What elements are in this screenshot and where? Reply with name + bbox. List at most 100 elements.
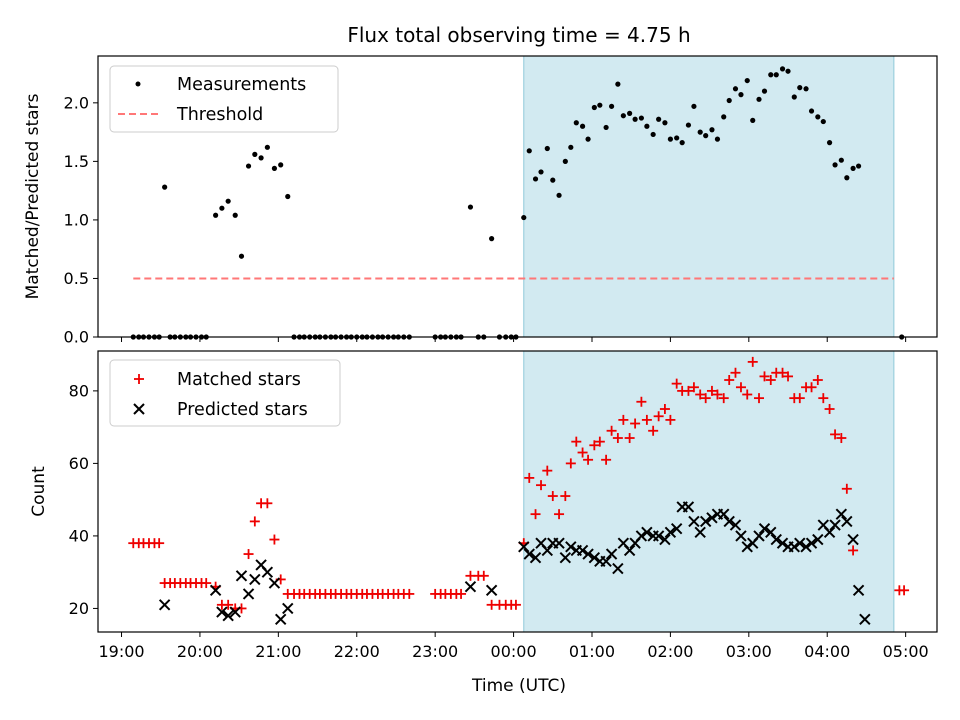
matched-point (812, 375, 823, 386)
predicted-point (261, 566, 274, 578)
y-tick-label: 1.5 (64, 152, 89, 171)
measurement-point (744, 77, 750, 84)
measurement-point (556, 192, 562, 198)
y-tick-label: 0.0 (64, 328, 89, 347)
x-ticks: 19:00 20:00 21:00 22:00 23:00 00:00 01:00 02:00… (98, 632, 929, 661)
predicted-point (582, 548, 594, 560)
measurement-point (544, 145, 550, 152)
matched-point (765, 375, 776, 386)
legend-plus-glyph (134, 374, 144, 384)
predicted-point (718, 508, 730, 520)
matched-point (899, 585, 910, 596)
matched-point (262, 498, 273, 509)
y-tick-label: 60 (69, 454, 89, 473)
axes-frame (97, 350, 938, 633)
legend-box (109, 65, 339, 133)
predicted-point (852, 584, 865, 597)
matched-point (565, 458, 576, 469)
measurement-point (685, 122, 692, 128)
measurement-point (632, 116, 638, 122)
predicted-point (659, 533, 671, 546)
legend-box (109, 359, 341, 427)
measurement-point (597, 102, 603, 108)
predicted-point (249, 573, 261, 586)
matched-point (547, 491, 558, 502)
predicted-point (559, 551, 572, 564)
measurement-point (662, 120, 668, 126)
matched-point (589, 440, 600, 451)
measurement-point (285, 193, 291, 200)
x-tick-label: 03:00 (726, 642, 772, 661)
matched-point (618, 414, 629, 425)
measurement-point (703, 133, 709, 139)
measurement-point (532, 176, 539, 182)
matched-point (624, 433, 635, 444)
matched-point (688, 382, 699, 393)
y-tick-label: 0.5 (64, 269, 89, 288)
matched-point (636, 396, 647, 407)
matched-point (223, 599, 234, 610)
legend-label-threshold: Threshold (176, 105, 263, 125)
x-tick-label: 01:00 (569, 642, 615, 661)
measurement-point (826, 140, 833, 146)
matched-point (818, 393, 829, 404)
measurement-point (644, 123, 650, 129)
measurement-point (750, 117, 756, 123)
predicted-point (706, 512, 718, 524)
predicted-point (222, 609, 234, 622)
matched-point (648, 425, 659, 436)
highlight-span (523, 55, 895, 338)
measurement-point (832, 162, 838, 168)
predicted-point (529, 551, 542, 564)
measurement-point (608, 103, 615, 109)
measurement-point (264, 144, 270, 150)
predicted-point (699, 515, 712, 528)
legend-label-predicted: Predicted stars (177, 400, 308, 420)
measurement-point (709, 127, 715, 133)
predicted-point (485, 584, 498, 597)
matched-point (249, 516, 260, 527)
legend-predicted-marker (133, 403, 145, 415)
x-ticks (121, 337, 907, 342)
matched-point (824, 404, 835, 415)
x-tick-label: 20:00 (177, 642, 223, 661)
predicted-point (209, 584, 222, 597)
measurement-point (573, 120, 579, 126)
legend: Matched stars Predicted stars (109, 359, 341, 427)
figure-title: Flux total observing time = 4.75 h (347, 23, 690, 47)
predicted-point (565, 541, 577, 553)
matched-point (594, 436, 605, 447)
predicted-point (765, 526, 777, 538)
measurement-point (579, 123, 586, 129)
matched-point (742, 389, 753, 400)
measurement-point (591, 104, 597, 111)
measurement-point (697, 129, 703, 135)
predicted-point (664, 526, 677, 538)
matched-point (524, 472, 535, 483)
matched-point (243, 549, 254, 560)
measurement-point (213, 212, 219, 218)
axes-frame (97, 55, 938, 338)
predicted-point (518, 541, 530, 553)
predicted-point (635, 530, 648, 542)
matched-point (659, 404, 670, 415)
measurement-point (820, 118, 826, 125)
measurement-point (732, 86, 739, 92)
matched-point (665, 414, 676, 425)
predicted-point (823, 526, 836, 538)
matched-point (478, 570, 489, 581)
predicted-point (605, 548, 618, 560)
legend-x-glyph (133, 403, 145, 415)
matched-point (777, 367, 788, 378)
matched-point (794, 393, 805, 404)
measurement-point (726, 97, 732, 104)
matched-point (510, 599, 521, 610)
matched-point (830, 429, 841, 440)
matched-point (154, 538, 165, 549)
measurement-point (252, 151, 258, 157)
predicted-point (729, 519, 742, 531)
matched-point (653, 411, 664, 422)
predicted-point (835, 508, 848, 520)
predicted-point (800, 541, 812, 553)
matched-point (542, 465, 553, 476)
